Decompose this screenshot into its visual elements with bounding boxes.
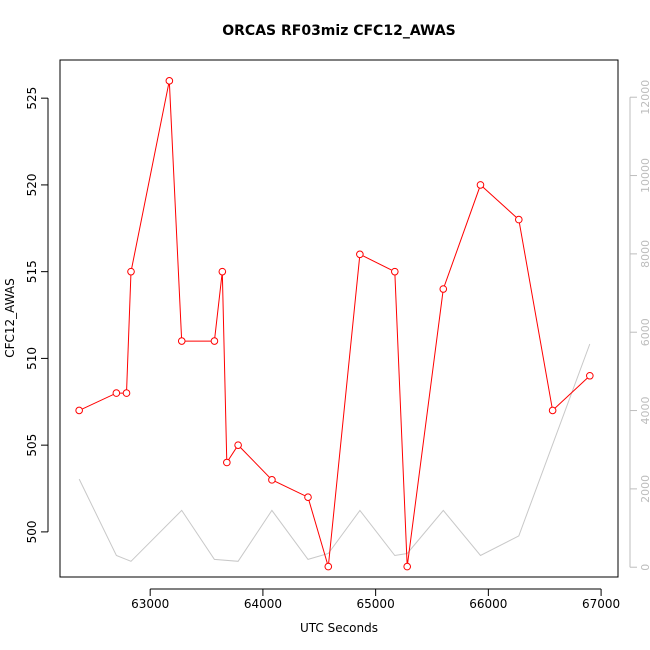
y2-tick-label: 0 bbox=[639, 564, 650, 571]
y-tick-label: 525 bbox=[25, 87, 39, 110]
y2-tick-label: 10000 bbox=[639, 158, 650, 193]
y-tick-label: 500 bbox=[25, 520, 39, 543]
data-point bbox=[439, 285, 448, 293]
y-tick-label: 515 bbox=[25, 260, 39, 283]
data-point bbox=[177, 337, 186, 345]
x-tick-label: 67000 bbox=[582, 597, 620, 611]
x-tick-label: 63000 bbox=[131, 597, 169, 611]
y2-tick-label: 4000 bbox=[639, 397, 650, 425]
data-point bbox=[268, 476, 276, 484]
data-point bbox=[223, 458, 231, 467]
x-tick-label: 64000 bbox=[244, 597, 282, 611]
y2-tick-label: 2000 bbox=[639, 475, 650, 503]
x-axis-label: UTC Seconds bbox=[300, 621, 378, 635]
data-point bbox=[391, 267, 399, 276]
y2-tick-label: 12000 bbox=[639, 80, 650, 115]
data-point bbox=[127, 267, 135, 276]
data-point bbox=[112, 389, 121, 397]
y-axis-left: 500 505 510 515 520 525 bbox=[25, 87, 49, 543]
data-point bbox=[548, 406, 557, 415]
y-tick-label: 510 bbox=[25, 347, 39, 370]
data-point bbox=[165, 77, 174, 85]
data-point bbox=[234, 441, 242, 449]
data-point bbox=[356, 250, 364, 259]
data-point bbox=[476, 181, 485, 189]
x-tick-label: 66000 bbox=[469, 597, 507, 611]
y-axis-right: 0 2000 4000 6000 8000 10000 12000 bbox=[629, 80, 650, 571]
data-point bbox=[75, 406, 83, 415]
x-axis: 63000 64000 65000 66000 67000 bbox=[131, 588, 620, 611]
data-point bbox=[304, 493, 312, 501]
data-point bbox=[218, 267, 227, 276]
series-line-right bbox=[78, 343, 591, 562]
y-tick-label: 520 bbox=[25, 173, 39, 196]
chart-title: ORCAS RF03miz CFC12_AWAS bbox=[222, 23, 456, 39]
data-point bbox=[515, 215, 523, 224]
y2-tick-label: 8000 bbox=[639, 240, 650, 268]
data-point bbox=[586, 371, 594, 380]
data-point bbox=[403, 562, 412, 571]
data-point bbox=[210, 337, 219, 345]
plot-frame bbox=[59, 59, 619, 578]
data-point bbox=[324, 562, 333, 571]
series-layer bbox=[75, 77, 594, 571]
y-tick-label: 505 bbox=[25, 434, 39, 457]
y-axis-label: CFC12_AWAS bbox=[3, 278, 17, 358]
x-tick-label: 65000 bbox=[357, 597, 395, 611]
data-point bbox=[122, 389, 131, 397]
y2-tick-label: 6000 bbox=[639, 318, 650, 346]
